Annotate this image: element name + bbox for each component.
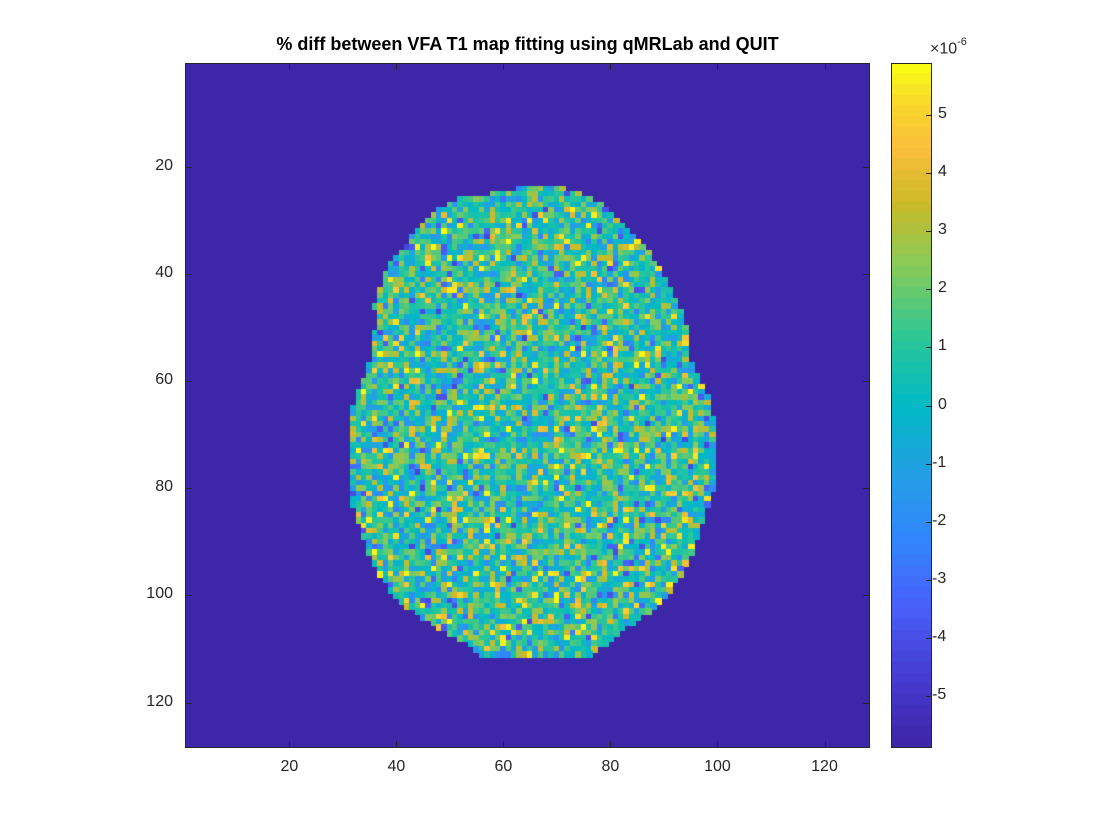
colorbar-gradient (891, 63, 931, 748)
x-tick-label: 40 (387, 758, 406, 775)
colorbar-tick-mark (926, 463, 931, 465)
colorbar-tick-label: -3 (932, 569, 947, 587)
colorbar-tick-mark (926, 347, 931, 349)
y-tick-mark (185, 274, 192, 276)
colorbar-tick-mark (926, 405, 931, 407)
y-tick-mark-right (863, 274, 870, 276)
x-tick-mark (824, 741, 826, 748)
x-tick-mark-top (503, 63, 505, 70)
y-tick-label: 60 (155, 371, 173, 389)
colorbar-tick-label: -2 (932, 511, 947, 529)
x-tick-mark (396, 741, 398, 748)
y-tick-label: 100 (146, 585, 173, 603)
colorbar-tick-label: -4 (932, 627, 947, 645)
y-tick-mark-right (863, 595, 870, 597)
colorbar-tick-mark (926, 637, 931, 639)
y-tick-mark (185, 595, 192, 597)
x-tick-label: 100 (704, 758, 731, 775)
x-tick-label: 20 (280, 758, 299, 775)
heatmap-image (185, 63, 870, 748)
x-tick-mark-top (289, 63, 291, 70)
chart-title: % diff between VFA T1 map fitting using … (276, 34, 779, 54)
colorbar-tick-label: 3 (938, 221, 947, 239)
heatmap-plot-area (185, 63, 870, 748)
colorbar-tick-label: 2 (938, 279, 947, 297)
colorbar-tick-mark (926, 289, 931, 291)
x-tick-mark-top (824, 63, 826, 70)
colorbar-tick-mark (926, 231, 931, 233)
colorbar-tick-mark (926, 695, 931, 697)
y-tick-mark-right (863, 702, 870, 704)
y-tick-mark (185, 381, 192, 383)
y-tick-mark-right (863, 488, 870, 490)
y-tick-label: 20 (155, 157, 173, 175)
colorbar-tick-mark (926, 115, 931, 117)
colorbar-tick-label: 4 (938, 163, 947, 181)
y-tick-mark (185, 702, 192, 704)
y-tick-mark (185, 167, 192, 169)
colorbar-tick-label: -5 (932, 685, 947, 703)
y-tick-mark (185, 488, 192, 490)
colorbar-tick-label: 1 (938, 337, 947, 355)
x-tick-label: 120 (811, 758, 838, 775)
colorbar-tick-mark (926, 521, 931, 523)
colorbar-tick-mark (926, 173, 931, 175)
y-tick-label: 80 (155, 478, 173, 496)
y-tick-mark-right (863, 381, 870, 383)
colorbar-tick-label: -1 (932, 453, 947, 471)
y-tick-label: 40 (155, 264, 173, 282)
colorbar-tick-mark (926, 579, 931, 581)
colorbar-tick-label: 0 (938, 395, 947, 413)
colorbar-tick-label: 5 (938, 105, 947, 123)
x-tick-label: 80 (601, 758, 620, 775)
x-tick-mark (289, 741, 291, 748)
y-tick-mark-right (863, 167, 870, 169)
x-tick-label: 60 (494, 758, 513, 775)
x-tick-mark (717, 741, 719, 748)
colorbar (891, 63, 931, 748)
x-tick-mark (610, 741, 612, 748)
x-tick-mark-top (717, 63, 719, 70)
colorbar-exponent-label: ×10-6 (930, 36, 967, 58)
x-tick-mark (503, 741, 505, 748)
x-tick-mark-top (610, 63, 612, 70)
y-tick-label: 120 (146, 692, 173, 710)
x-tick-mark-top (396, 63, 398, 70)
